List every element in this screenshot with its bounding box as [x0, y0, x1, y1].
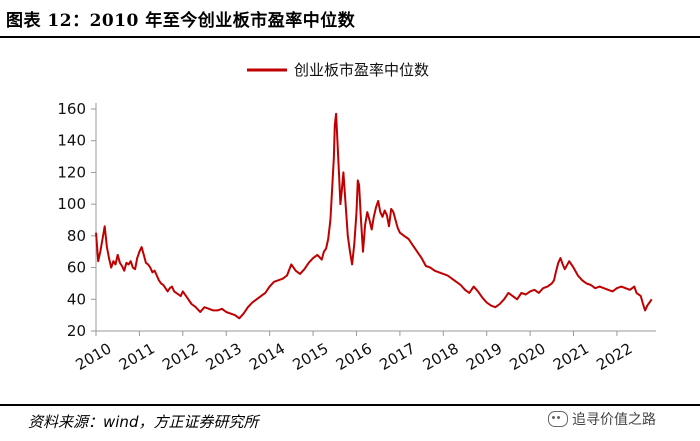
x-tick-label: 2012 — [159, 339, 201, 374]
x-tick-label: 2011 — [116, 339, 158, 374]
y-tick-label: 120 — [57, 163, 86, 181]
x-tick-label: 2022 — [593, 339, 635, 374]
y-tick-label: 60 — [67, 259, 86, 277]
source-note: 资料来源：wind，方正证券研究所 — [28, 413, 259, 431]
watermark: 追寻价值之路 — [548, 409, 656, 429]
x-tick-label: 2018 — [420, 339, 462, 374]
x-axis-ticks: 2010 2011 2012 2013 2014 2015 2016 2017 2018 2019… — [72, 331, 635, 374]
x-tick-label: 2020 — [507, 339, 549, 374]
x-tick-label: 2021 — [550, 339, 592, 374]
footer-rule — [0, 404, 700, 406]
y-tick-label: 80 — [67, 227, 86, 245]
x-tick-label: 2010 — [72, 339, 114, 374]
wechat-icon — [548, 411, 568, 427]
legend-label: 创业板市盈率中位数 — [294, 61, 429, 79]
y-tick-label: 40 — [67, 290, 86, 308]
chart-legend: 创业板市盈率中位数 — [247, 61, 429, 79]
title-rule — [0, 36, 700, 38]
chart-series — [95, 112, 653, 320]
x-tick-label: 2019 — [463, 339, 505, 374]
x-tick-label: 2017 — [376, 339, 418, 374]
y-tick-label: 100 — [57, 195, 86, 213]
page-title: 图表 12：2010 年至今创业板市盈率中位数 — [6, 11, 356, 31]
x-tick-label: 2013 — [203, 339, 245, 374]
y-tick-label: 160 — [57, 100, 86, 118]
x-tick-label: 2014 — [246, 339, 288, 374]
series-line — [95, 112, 653, 320]
x-tick-label: 2016 — [333, 339, 375, 374]
y-axis-ticks: 20 40 60 80 100 120 140 160 — [57, 100, 96, 340]
y-tick-label: 20 — [67, 322, 86, 340]
x-tick-label: 2015 — [290, 339, 332, 374]
watermark-text: 追寻价值之路 — [572, 412, 656, 428]
y-tick-label: 140 — [57, 132, 86, 150]
